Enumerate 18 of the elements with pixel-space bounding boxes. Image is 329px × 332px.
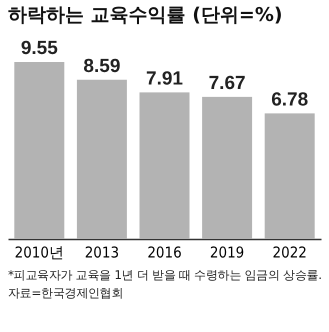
x-tick-label: 2016 <box>147 244 182 262</box>
text: 자료=한국경제인협회 <box>8 285 124 302</box>
x-tick-label: 2010년 <box>14 244 64 262</box>
bar <box>202 96 252 239</box>
data-label: 7.91 <box>146 68 184 90</box>
data-label: 6.78 <box>271 89 308 110</box>
x-tick-label: 2022 <box>272 244 307 262</box>
bar <box>140 92 190 239</box>
x-tick-label: 2013 <box>84 244 120 262</box>
data-label: 8.59 <box>83 56 120 77</box>
bar <box>264 113 315 239</box>
chart-title: 하락하는 교육수익률 (단위=%) <box>8 4 283 26</box>
x-tick-label: 2019 <box>210 244 244 262</box>
bar <box>76 80 127 239</box>
data-label: 7.67 <box>208 72 246 94</box>
data-label: 9.55 <box>20 38 58 59</box>
text: *피교육자가 교육을 1년 더 받을 때 수령하는 임금의 상승률. <box>8 267 323 284</box>
bar <box>14 62 64 239</box>
